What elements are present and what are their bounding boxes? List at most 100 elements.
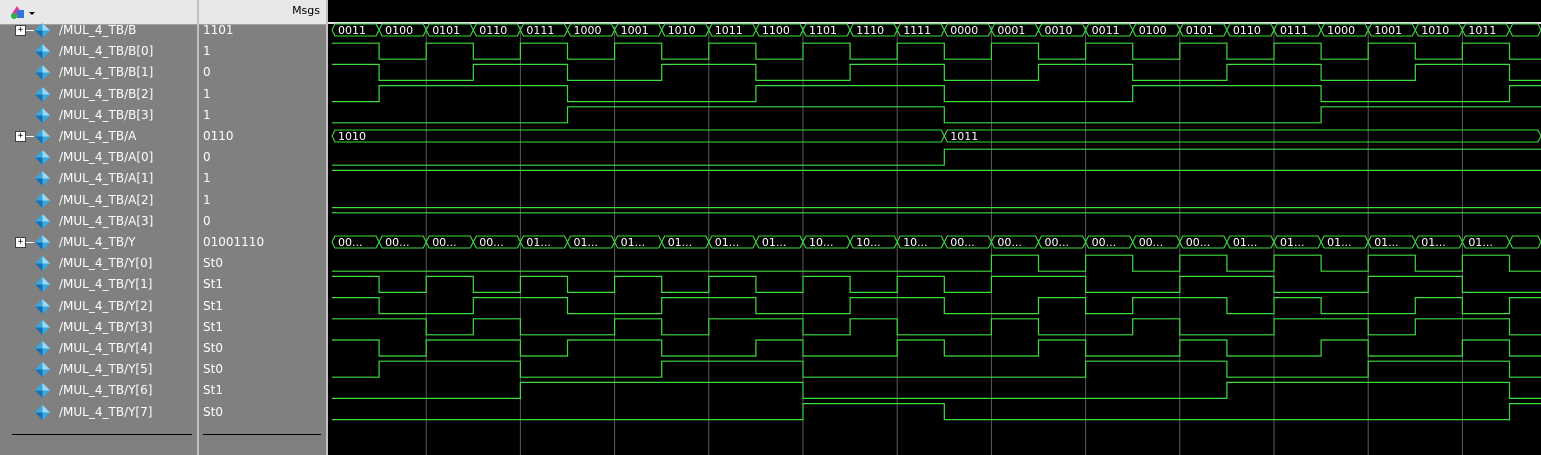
signal-row[interactable]: + /MUL_4_TB/B bbox=[0, 20, 197, 41]
signal-row[interactable]: /MUL_4_TB/B[1] bbox=[0, 62, 197, 83]
value-row: 1101 bbox=[199, 20, 326, 41]
signal-name: /MUL_4_TB/A[2] bbox=[59, 192, 154, 207]
waveform-pane[interactable]: 0011 0100 0101 0110 0111 1000 1001 1010 1011 1100… bbox=[328, 0, 1541, 455]
value-row: 1 bbox=[199, 190, 326, 211]
signal-name: /MUL_4_TB/A[3] bbox=[59, 213, 154, 228]
bit-waveform bbox=[332, 275, 1541, 293]
bus-value-label: 1000 bbox=[574, 24, 602, 37]
waveform-canvas[interactable]: 0011 0100 0101 0110 0111 1000 1001 1010 1011 1100… bbox=[328, 0, 1541, 455]
bus-value-label: 1011 bbox=[950, 130, 978, 143]
bus-value-label: 0010 bbox=[1045, 24, 1073, 37]
value-row: 1 bbox=[199, 84, 326, 105]
bit-waveform bbox=[332, 42, 1541, 60]
signal-row[interactable]: + /MUL_4_TB/A bbox=[0, 126, 197, 147]
signal-row[interactable]: /MUL_4_TB/B[2] bbox=[0, 84, 197, 105]
signal-value: 1 bbox=[203, 44, 211, 59]
signal-row[interactable]: /MUL_4_TB/Y[6] bbox=[0, 380, 197, 401]
signal-diamond-icon bbox=[35, 65, 50, 81]
signal-value: St0 bbox=[203, 362, 223, 377]
bus-value-label: 1001 bbox=[1374, 24, 1402, 37]
bit-waveform bbox=[332, 63, 1541, 81]
signal-diamond-icon bbox=[35, 277, 50, 293]
signal-value: 0 bbox=[203, 65, 211, 80]
msgs-label: Msgs bbox=[292, 4, 320, 17]
bus-value-label: 1101 bbox=[809, 24, 837, 37]
signal-row[interactable]: /MUL_4_TB/Y[2] bbox=[0, 296, 197, 317]
bus-value-label: 0110 bbox=[1233, 24, 1261, 37]
bus-value-label: 0100 bbox=[1139, 24, 1167, 37]
signal-row[interactable]: /MUL_4_TB/Y[1] bbox=[0, 274, 197, 295]
signal-value: St0 bbox=[203, 404, 223, 419]
pane-divider[interactable] bbox=[197, 0, 199, 455]
signal-row[interactable]: /MUL_4_TB/Y[5] bbox=[0, 359, 197, 380]
value-row: 1 bbox=[199, 168, 326, 189]
expand-icon[interactable]: + bbox=[15, 237, 26, 248]
signal-diamond-icon bbox=[35, 256, 50, 272]
bus-value-label: 0000 bbox=[950, 24, 978, 37]
signal-row[interactable]: /MUL_4_TB/Y[7] bbox=[0, 402, 197, 423]
bus-value-label: 0001 bbox=[997, 24, 1025, 37]
bus-value-label: 00... bbox=[1186, 236, 1211, 249]
signal-row[interactable]: /MUL_4_TB/A[2] bbox=[0, 190, 197, 211]
names-header bbox=[0, 0, 197, 25]
signal-value: St0 bbox=[203, 256, 223, 271]
value-row: St1 bbox=[199, 296, 326, 317]
bus-value-label: 01... bbox=[526, 236, 551, 249]
expand-icon[interactable]: + bbox=[15, 25, 26, 36]
bus-value-label: 1000 bbox=[1327, 24, 1355, 37]
signal-row[interactable]: /MUL_4_TB/B[0] bbox=[0, 41, 197, 62]
signal-name: /MUL_4_TB/Y[3] bbox=[59, 319, 153, 334]
bus-value-label: 01... bbox=[1421, 236, 1446, 249]
bus-value-label: 01... bbox=[1468, 236, 1493, 249]
signal-value: 01001110 bbox=[203, 235, 265, 249]
signal-row[interactable]: /MUL_4_TB/Y[3] bbox=[0, 317, 197, 338]
signal-row[interactable]: /MUL_4_TB/A[1] bbox=[0, 168, 197, 189]
bit-waveform bbox=[332, 254, 1541, 272]
signal-row[interactable]: /MUL_4_TB/Y[4] bbox=[0, 338, 197, 359]
signal-name: /MUL_4_TB/Y[0] bbox=[59, 256, 153, 271]
bit-waveform bbox=[332, 360, 1541, 378]
signal-value: 1 bbox=[203, 171, 211, 186]
value-row: St1 bbox=[199, 380, 326, 401]
signal-values-pane: Msgs 1101 1 0 1 1 0110 0 1 1 0 01001110 St0 St1 St1 St… bbox=[199, 0, 326, 455]
signal-row[interactable]: /MUL_4_TB/A[0] bbox=[0, 147, 197, 168]
signal-row[interactable]: /MUL_4_TB/Y[0] bbox=[0, 253, 197, 274]
signal-name: /MUL_4_TB/B bbox=[59, 23, 137, 37]
signal-row[interactable]: /MUL_4_TB/A[3] bbox=[0, 211, 197, 232]
bus-value-label: 00... bbox=[338, 236, 363, 249]
bus-value-label: 1010 bbox=[338, 130, 366, 143]
value-row: St0 bbox=[199, 402, 326, 423]
value-row: 1 bbox=[199, 105, 326, 126]
bit-waveform bbox=[332, 106, 1541, 124]
bus-value-label: 1001 bbox=[621, 24, 649, 37]
signal-name: /MUL_4_TB/B[3] bbox=[59, 107, 154, 122]
signal-name: /MUL_4_TB/Y[6] bbox=[59, 383, 153, 398]
signal-value: St1 bbox=[203, 383, 223, 398]
bus-value-label: 10... bbox=[809, 236, 834, 249]
bus-value-label: 1010 bbox=[668, 24, 696, 37]
bus-value-label: 01... bbox=[621, 236, 646, 249]
value-row: 01001110 bbox=[199, 232, 326, 253]
bit-waveform bbox=[332, 339, 1541, 357]
signal-value: 1101 bbox=[203, 23, 234, 37]
signal-diamond-icon bbox=[35, 107, 50, 123]
bus-value-label: 1111 bbox=[903, 24, 931, 37]
signal-row[interactable]: + /MUL_4_TB/Y bbox=[0, 232, 197, 253]
bus-value-label: 00... bbox=[479, 236, 504, 249]
bus-value-label: 01... bbox=[1327, 236, 1352, 249]
signal-name: /MUL_4_TB/Y[1] bbox=[59, 277, 153, 292]
wave-tool-dropdown-icon[interactable] bbox=[8, 3, 38, 21]
bus-value-label: 10... bbox=[903, 236, 928, 249]
signal-diamond-icon bbox=[35, 171, 50, 187]
bus-value-label: 0101 bbox=[432, 24, 460, 37]
pane-divider[interactable] bbox=[326, 0, 328, 455]
signal-diamond-icon bbox=[35, 319, 50, 335]
expand-icon[interactable]: + bbox=[15, 131, 26, 142]
value-row: 0 bbox=[199, 62, 326, 83]
signal-row[interactable]: /MUL_4_TB/B[3] bbox=[0, 105, 197, 126]
msgs-header: Msgs bbox=[199, 0, 326, 25]
signal-value: St1 bbox=[203, 298, 223, 313]
signal-diamond-icon bbox=[35, 213, 50, 229]
bus-value-label: 00... bbox=[1139, 236, 1164, 249]
bus-value-label: 0101 bbox=[1186, 24, 1214, 37]
